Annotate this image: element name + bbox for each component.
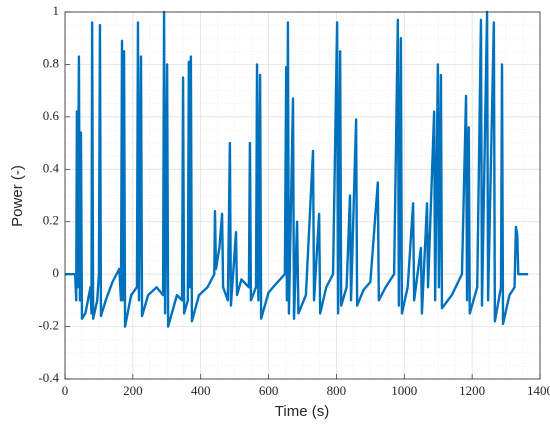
x-tick-label: 1400	[527, 383, 550, 398]
y-tick-label: -0.2	[38, 318, 59, 333]
x-tick-label: 600	[259, 383, 279, 398]
y-tick-label: 0.6	[43, 108, 60, 123]
y-tick-label: 0.4	[43, 160, 60, 175]
y-tick-label: 0	[53, 265, 60, 280]
data-line	[65, 10, 529, 328]
y-tick-label: 1	[53, 3, 60, 18]
x-tick-label: 0	[62, 383, 69, 398]
plot-frame	[64, 11, 541, 380]
x-tick-label: 1000	[391, 383, 417, 398]
y-axis-title: Power (-)	[9, 165, 26, 227]
y-tick-label: 0.8	[43, 55, 59, 70]
y-tick-label: 0.2	[43, 213, 59, 228]
x-tick-label: 800	[327, 383, 347, 398]
x-tick-label: 400	[191, 383, 211, 398]
x-tick-label: 200	[123, 383, 143, 398]
x-tick-label: 1200	[459, 383, 485, 398]
x-axis-title: Time (s)	[275, 403, 329, 420]
y-tick-label: -0.4	[38, 370, 59, 385]
